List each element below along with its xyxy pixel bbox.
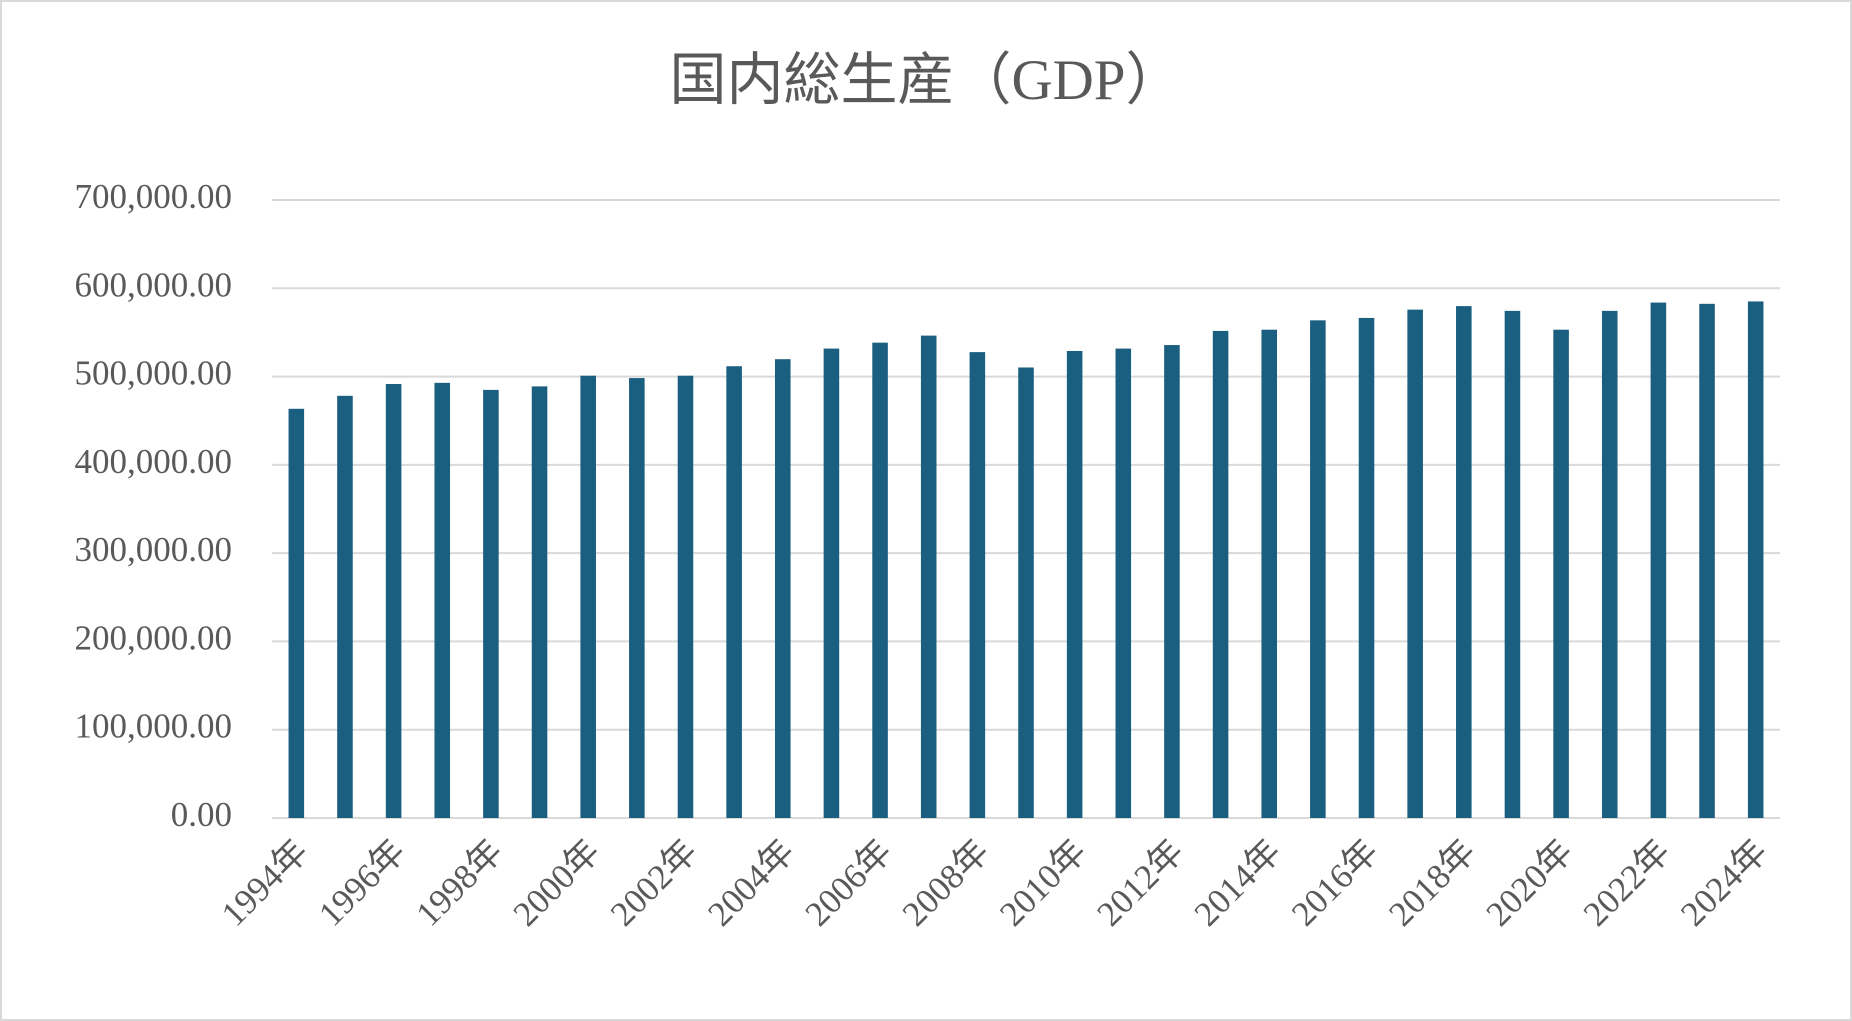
bar [1601,310,1618,818]
bar [823,348,840,818]
bar [1261,329,1278,818]
bar [1164,345,1180,818]
bar [872,342,888,818]
bar [1115,348,1132,818]
bar [1747,301,1764,818]
bar [288,408,305,818]
bar [1699,303,1715,819]
bar [1066,350,1083,818]
bar [969,352,986,818]
bar [1018,367,1034,818]
bar [1212,330,1229,818]
y-tick-label: 600,000.00 [75,265,233,304]
y-tick-label: 0.00 [171,795,232,834]
y-tick-label: 200,000.00 [75,618,233,657]
bar [1504,310,1521,818]
bar [1310,320,1326,818]
bar [1407,309,1423,818]
chart-title: 国内総生産（GDP） [669,49,1182,112]
bar [483,389,499,818]
bar [1553,329,1569,818]
bar [629,378,645,818]
bar [1358,317,1375,818]
y-tick-label: 700,000.00 [75,177,233,216]
bar [531,386,548,818]
bar [677,375,694,818]
bar [774,359,791,818]
y-tick-label: 400,000.00 [75,442,233,481]
bar [580,375,596,818]
bar [920,335,937,818]
bar [1650,302,1667,818]
bar [434,382,451,818]
bar [385,383,402,818]
y-tick-label: 300,000.00 [75,530,233,569]
bar [337,395,353,818]
y-tick-label: 100,000.00 [75,707,233,746]
y-tick-label: 500,000.00 [75,354,233,393]
bar [726,366,742,818]
bar [1456,306,1472,818]
